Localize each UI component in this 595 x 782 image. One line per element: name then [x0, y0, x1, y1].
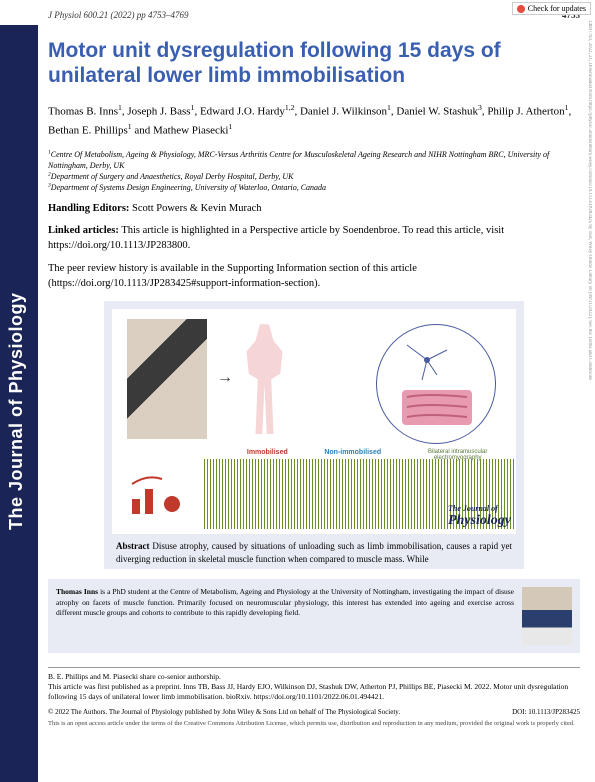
abstract-label: Abstract	[116, 541, 150, 551]
footer-notes: B. E. Phillips and M. Piasecki share co-…	[48, 672, 580, 701]
linked-articles: Linked articles: This article is highlig…	[48, 224, 580, 253]
editors-label: Handling Editors:	[48, 203, 129, 214]
editors-names: Scott Powers & Kevin Murach	[132, 203, 261, 214]
article-title: Motor unit dysregulation following 15 da…	[48, 38, 580, 88]
abstract-text: Abstract Disuse atrophy, caused by situa…	[112, 534, 516, 565]
body-diagram	[242, 324, 287, 434]
author-photo	[522, 587, 572, 645]
affiliations-list: 1Centre Of Metabolism, Ageing & Physiolo…	[48, 149, 580, 194]
journal-spine-title: The Journal of Physiology	[6, 292, 27, 530]
figure-bottom-row: The Journal of Physiology	[112, 459, 516, 529]
journal-spine: The Journal of Physiology	[0, 25, 38, 782]
author-bio-box: Thomas Inns is a PhD student at the Cent…	[48, 579, 580, 653]
journal-tag: The Journal of Physiology	[448, 504, 511, 529]
license-text: This is an open access article under the…	[48, 720, 580, 728]
graph-icon	[112, 459, 202, 529]
coauthorship-note: B. E. Phillips and M. Piasecki share co-…	[48, 672, 580, 682]
arrow-icon: →	[217, 369, 233, 387]
header-row: J Physiol 600.21 (2022) pp 4753–4769 475…	[48, 10, 580, 20]
article-content: J Physiol 600.21 (2022) pp 4753–4769 475…	[48, 0, 595, 727]
abstract-body: Disuse atrophy, caused by situations of …	[116, 541, 512, 564]
bio-name: Thomas Inns	[56, 587, 98, 596]
bio-body: is a PhD student at the Centre of Metabo…	[56, 587, 514, 616]
abstract-figure-box: → Immobilised Non-immobilised Bilateral …	[104, 301, 524, 569]
citation: J Physiol 600.21 (2022) pp 4753–4769	[48, 10, 188, 20]
peer-review-note: The peer review history is available in …	[48, 262, 580, 291]
divider	[48, 667, 580, 668]
copyright-text: © 2022 The Authors. The Journal of Physi…	[48, 708, 400, 716]
linked-label: Linked articles:	[48, 225, 119, 236]
copyright-row: © 2022 The Authors. The Journal of Physi…	[48, 708, 580, 716]
preprint-note: This article was first published as a pr…	[48, 682, 580, 702]
handling-editors: Handling Editors: Scott Powers & Kevin M…	[48, 203, 580, 214]
check-updates-label: Check for updates	[528, 4, 586, 13]
doi: DOI: 10.1113/JP283425	[512, 708, 580, 716]
neuron-circle	[376, 324, 496, 444]
leg-photo	[127, 319, 207, 439]
graphical-abstract: → Immobilised Non-immobilised Bilateral …	[112, 309, 516, 534]
check-updates-badge[interactable]: Check for updates	[512, 2, 591, 15]
download-info-sidebar: 14697793, 2022, 21, Downloaded from http…	[587, 20, 592, 760]
authors-list: Thomas B. Inns1, Joseph J. Bass1, Edward…	[48, 102, 580, 138]
bio-text: Thomas Inns is a PhD student at the Cent…	[56, 587, 514, 645]
waveform: The Journal of Physiology	[202, 459, 516, 529]
